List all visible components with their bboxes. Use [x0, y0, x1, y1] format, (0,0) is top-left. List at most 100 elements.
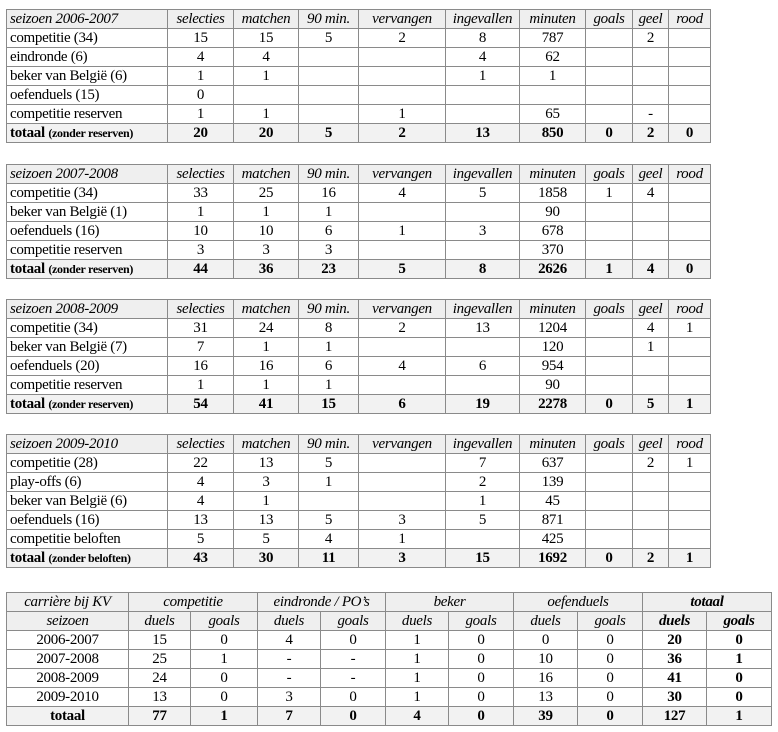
table-row: competitie (34) 31 24 8 2 13 1204 4 1	[6, 318, 711, 338]
cell-value	[585, 28, 633, 48]
cell-value: 0	[320, 687, 386, 707]
cell-value: 1	[445, 491, 520, 511]
total-label-text: totaal	[10, 396, 45, 412]
cell-value	[668, 472, 711, 492]
total-value: 5	[358, 259, 446, 279]
total-value: 0	[668, 259, 711, 279]
cell-value: 1	[233, 104, 299, 124]
cell-value: 3	[233, 240, 299, 260]
cell-value: 3	[358, 510, 446, 530]
career-sub-header: seizoen duels goals duels goals duels goals due…	[6, 611, 772, 631]
table-row: 2009-2010 13 0 3 0 1 0 13 0 30 0	[6, 687, 772, 707]
column-header: ingevallen	[445, 299, 520, 319]
cell-value: 1	[167, 104, 234, 124]
cell-value	[632, 375, 669, 395]
row-label: beker van België (6)	[6, 66, 168, 86]
cell-value: 24	[233, 318, 299, 338]
cell-value	[668, 221, 711, 241]
cell-value: 33	[167, 183, 234, 203]
cell-value: 0	[513, 630, 578, 650]
column-header: vervangen	[358, 434, 446, 454]
cell-value: 10	[233, 221, 299, 241]
cell-value	[298, 66, 359, 86]
total-row: totaal (zonder reserven) 44 36 23 5 8 2626 1 4 0	[6, 259, 711, 279]
cell-value: 16	[233, 356, 299, 376]
cell-value: 4	[233, 47, 299, 67]
table-row: oefenduels (15) 0	[6, 85, 711, 105]
cell-value: 1	[167, 375, 234, 395]
cell-value	[585, 510, 633, 530]
cell-value: 41	[642, 668, 707, 688]
row-label: competitie (28)	[6, 453, 168, 473]
cell-value: 22	[167, 453, 234, 473]
cell-value	[585, 472, 633, 492]
cell-value: 1	[233, 375, 299, 395]
cell-value: 5	[167, 529, 234, 549]
column-header: ingevallen	[445, 434, 520, 454]
table-row: beker van België (6) 4 1 1 45	[6, 491, 711, 511]
season-table: seizoen 2007-2008 selecties matchen 90 min.…	[6, 164, 711, 279]
total-label-text: totaal	[10, 261, 45, 277]
cell-value: 4	[358, 183, 446, 203]
cell-value: 20	[642, 630, 707, 650]
cell-value: 13	[167, 510, 234, 530]
cell-value: 871	[519, 510, 586, 530]
cell-value: 2	[445, 472, 520, 492]
total-value: 0	[585, 394, 633, 414]
group-header: oefenduels	[513, 592, 643, 612]
cell-value	[632, 240, 669, 260]
cell-value: 1	[298, 472, 359, 492]
total-value: 30	[233, 548, 299, 568]
row-label: competitie reserven	[6, 240, 168, 260]
sub-header: goals	[190, 611, 258, 631]
cell-value: 1	[385, 668, 449, 688]
cell-value: -	[632, 104, 669, 124]
table-row: competitie reserven 1 1 1 65-	[6, 104, 711, 124]
cell-value	[668, 183, 711, 203]
cell-value: 425	[519, 529, 586, 549]
cell-value	[358, 66, 446, 86]
cell-value: 1	[358, 529, 446, 549]
cell-value	[668, 104, 711, 124]
cell-value: 2	[632, 453, 669, 473]
column-header: ingevallen	[445, 9, 520, 29]
total-value: 1	[706, 706, 772, 726]
season-title: seizoen 2007-2008	[6, 164, 168, 184]
group-header: totaal	[642, 592, 772, 612]
total-value: 1	[190, 706, 258, 726]
sub-header: goals	[448, 611, 514, 631]
cell-value: 3	[445, 221, 520, 241]
total-value: 39	[513, 706, 578, 726]
cell-value: 0	[577, 630, 643, 650]
cell-value: 0	[448, 630, 514, 650]
cell-value	[445, 337, 520, 357]
total-value: 2	[632, 123, 669, 143]
cell-value: 4	[298, 529, 359, 549]
cell-value: 678	[519, 221, 586, 241]
cell-value: 31	[167, 318, 234, 338]
total-value: 1	[668, 394, 711, 414]
cell-value: 120	[519, 337, 586, 357]
total-value: 44	[167, 259, 234, 279]
cell-value	[233, 85, 299, 105]
cell-value: 0	[190, 630, 258, 650]
column-header: vervangen	[358, 9, 446, 29]
column-header: matchen	[233, 164, 299, 184]
cell-value	[585, 202, 633, 222]
total-note: (zonder beloften)	[48, 551, 131, 565]
total-value: 2	[632, 548, 669, 568]
total-value: 36	[233, 259, 299, 279]
sub-header: duels	[257, 611, 321, 631]
cell-value	[668, 510, 711, 530]
cell-value: 7	[167, 337, 234, 357]
total-value: 15	[298, 394, 359, 414]
cell-value	[585, 529, 633, 549]
cell-value: 0	[706, 687, 772, 707]
cell-value	[632, 66, 669, 86]
cell-value: 65	[519, 104, 586, 124]
total-label: totaal (zonder reserven)	[6, 259, 168, 279]
column-header: goals	[585, 9, 633, 29]
total-value: 0	[585, 123, 633, 143]
cell-value: 3	[257, 687, 321, 707]
sub-header: duels	[385, 611, 449, 631]
